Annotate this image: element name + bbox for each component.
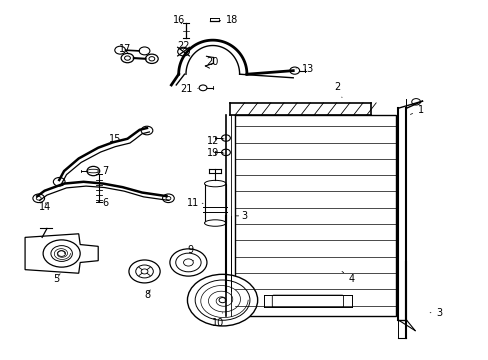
Text: 12: 12 [206,136,224,145]
Text: 5: 5 [54,274,60,284]
Circle shape [219,298,225,303]
Circle shape [141,269,148,274]
Circle shape [221,135,230,141]
Text: 14: 14 [39,202,51,212]
Text: 4: 4 [341,271,354,284]
Circle shape [187,274,257,326]
Bar [234,116,395,316]
Bar [204,184,225,223]
Text: 18: 18 [219,15,238,26]
Circle shape [169,249,206,276]
Text: 20: 20 [206,57,219,67]
Circle shape [87,166,100,176]
Text: 1: 1 [409,105,423,115]
Text: 15: 15 [109,134,121,144]
Ellipse shape [87,169,100,173]
Polygon shape [25,234,98,273]
Text: 13: 13 [295,64,313,74]
Circle shape [43,240,80,267]
Text: 16: 16 [172,15,184,26]
Text: 2: 2 [333,82,341,98]
Text: 10: 10 [211,313,224,328]
Text: 19: 19 [206,148,224,158]
Text: 8: 8 [143,290,150,300]
Ellipse shape [204,180,225,187]
Ellipse shape [204,220,225,226]
Text: 9: 9 [187,245,194,261]
Circle shape [175,253,201,272]
Text: 21: 21 [180,84,198,94]
Circle shape [195,280,249,320]
Circle shape [183,259,193,266]
Text: 11: 11 [187,198,203,208]
Circle shape [58,251,65,256]
Text: 3: 3 [236,211,247,221]
Text: 17: 17 [119,44,131,54]
Circle shape [51,246,72,261]
Circle shape [136,265,153,278]
Circle shape [129,260,160,283]
Text: 7: 7 [97,166,108,176]
Text: 3: 3 [429,308,442,318]
Circle shape [221,149,230,156]
Text: 22: 22 [177,41,189,50]
Text: 6: 6 [98,198,108,208]
